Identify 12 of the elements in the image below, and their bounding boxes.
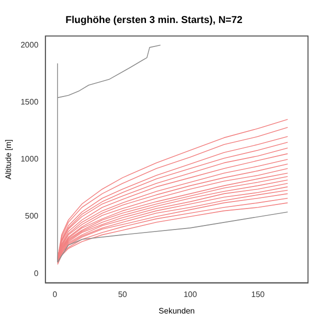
chart-title: Flughöhe (ersten 3 min. Starts), N=72 (66, 14, 243, 26)
y-axis-title: Altitude [m] (4, 139, 14, 180)
x-axis-title: Sekunden (158, 306, 195, 316)
x-tick-label: 50 (118, 290, 128, 299)
y-tick-label: 0 (34, 268, 39, 278)
x-tick-label: 150 (251, 290, 266, 299)
y-tick-label: 1000 (20, 154, 39, 164)
y-tick-label: 2000 (20, 40, 39, 50)
y-tick-label: 500 (25, 212, 39, 221)
y-tick-label: 1500 (20, 97, 39, 106)
x-tick-label: 0 (52, 290, 58, 299)
x-tick-label: 100 (184, 290, 198, 299)
